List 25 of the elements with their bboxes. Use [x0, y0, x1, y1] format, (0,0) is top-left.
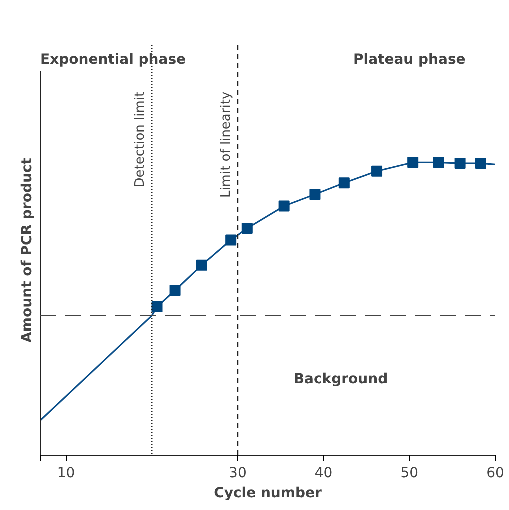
point — [226, 234, 237, 246]
ref-line-label: Limit of linearity — [218, 92, 234, 198]
annotation: Background — [294, 371, 388, 388]
point — [310, 189, 321, 200]
text: Plateau phase — [354, 52, 466, 68]
x-tick-label: 50 — [400, 466, 419, 482]
point — [278, 200, 290, 212]
point — [170, 285, 181, 296]
point — [433, 157, 444, 168]
x-tick-label: 30 — [229, 466, 247, 482]
point — [475, 158, 486, 170]
point — [372, 166, 383, 177]
point — [242, 223, 253, 234]
x-tick-label: 40 — [314, 466, 333, 482]
point — [152, 302, 163, 313]
y-axis-title: Amount of PCR product — [20, 158, 36, 343]
x-tick-label: 10 — [57, 466, 76, 482]
point — [454, 158, 466, 170]
ref-line-label: Detection limit — [133, 92, 148, 188]
point — [196, 260, 208, 271]
point — [338, 178, 350, 189]
point — [408, 157, 419, 168]
text: Exponential phase — [40, 52, 186, 68]
x-tick-label: 60 — [486, 466, 504, 482]
x-axis-title: Cycle number — [214, 486, 322, 502]
